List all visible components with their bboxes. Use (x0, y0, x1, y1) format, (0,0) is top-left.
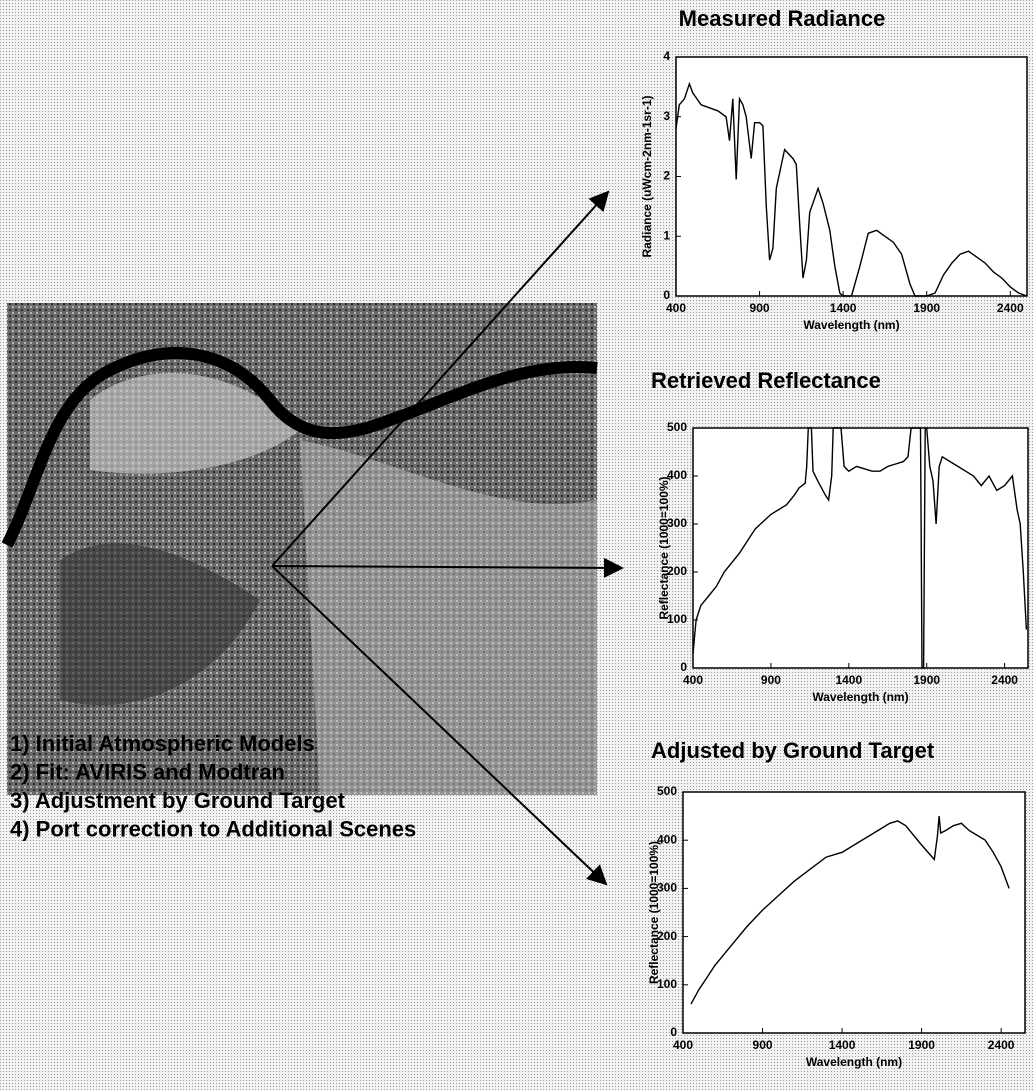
y-tick-label: 1 (663, 228, 670, 242)
y-tick-label: 0 (663, 288, 670, 302)
chart-title: Measured Radiance (679, 6, 886, 31)
x-tick-label: 1900 (908, 1038, 935, 1052)
x-axis-label: Wavelength (nm) (803, 318, 899, 332)
x-tick-label: 400 (683, 673, 703, 687)
chart: Adjusted by Ground Target 400 900 1400 1900 2… (647, 738, 1026, 1069)
x-axis-label: Wavelength (nm) (806, 1055, 902, 1069)
x-tick-label: 1900 (913, 673, 940, 687)
aerial-image (1, 303, 598, 795)
y-tick-label: 0 (680, 660, 687, 674)
x-tick-label: 2400 (997, 301, 1024, 315)
y-tick-label: 100 (667, 612, 687, 626)
y-tick-label: 2 (663, 169, 670, 183)
spectrum-line (675, 81, 1028, 297)
y-tick-label: 100 (657, 977, 677, 991)
y-axis-label: Reflectance (1000=100%) (647, 841, 661, 984)
x-tick-label: 900 (750, 301, 770, 315)
y-tick-label: 500 (667, 420, 687, 434)
x-tick-label: 900 (761, 673, 781, 687)
x-tick-label: 1400 (835, 673, 862, 687)
y-tick-label: 4 (663, 49, 670, 63)
y-tick-label: 200 (667, 564, 687, 578)
y-tick-label: 3 (663, 109, 670, 123)
chart-title: Adjusted by Ground Target (651, 738, 935, 763)
spectrum-line (692, 427, 1028, 669)
x-tick-label: 400 (666, 301, 686, 315)
y-axis-label: Radiance (uWcm-2nm-1sr-1) (640, 95, 654, 257)
plot-area (675, 56, 1028, 297)
y-tick-label: 200 (657, 929, 677, 943)
step-text: 4) Port correction to Additional Scenes (10, 816, 416, 841)
x-tick-label: 900 (753, 1038, 773, 1052)
chart: Measured Radiance 400 900 1400 1900 2400 0 1 2 3 4… (640, 6, 1028, 332)
x-tick-label: 1400 (829, 1038, 856, 1052)
y-tick-label: 0 (670, 1025, 677, 1039)
x-tick-label: 2400 (991, 673, 1018, 687)
step-text: 2) Fit: AVIRIS and Modtran (10, 759, 285, 784)
y-tick-label: 400 (657, 832, 677, 846)
steps: 1) Initial Atmospheric Models 2) Fit: AVI… (10, 731, 416, 842)
arrows (271, 190, 624, 886)
step-text: 3) Adjustment by Ground Target (10, 788, 346, 813)
x-axis-label: Wavelength (nm) (812, 690, 908, 704)
plot-area (682, 791, 1026, 1034)
x-tick-label: 400 (673, 1038, 693, 1052)
chart: Retrieved Reflectance 400 900 1400 1900 2400 0… (651, 368, 1029, 704)
x-tick-label: 1400 (830, 301, 857, 315)
chart-title: Retrieved Reflectance (651, 368, 881, 393)
spectrum-line (690, 816, 1010, 1005)
x-tick-label: 1900 (913, 301, 940, 315)
step-text: 1) Initial Atmospheric Models (10, 731, 315, 756)
y-tick-label: 300 (657, 881, 677, 895)
x-tick-label: 2400 (988, 1038, 1015, 1052)
y-axis-label: Reflectance (1000=100%) (657, 476, 671, 619)
y-tick-label: 500 (657, 784, 677, 798)
y-tick-label: 300 (667, 516, 687, 530)
y-tick-label: 400 (667, 468, 687, 482)
